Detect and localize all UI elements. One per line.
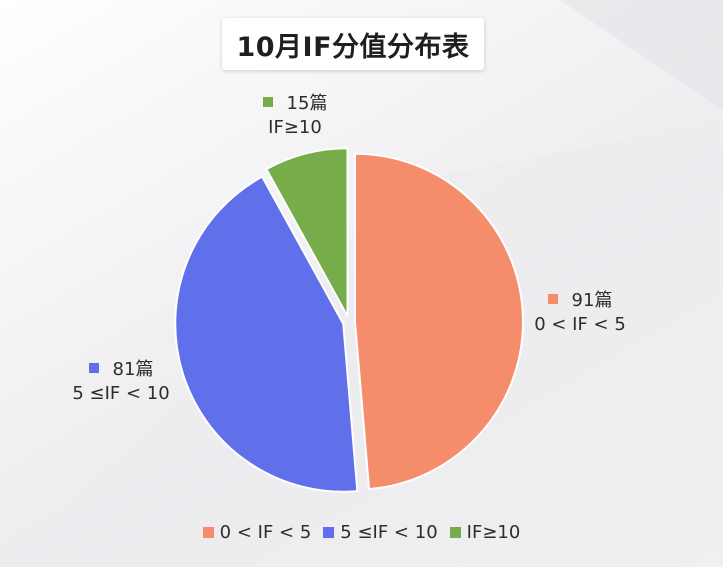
pie-slice: [265, 147, 349, 317]
legend-swatch: [202, 527, 214, 538]
data-label-5-10: 81篇 5 ≤IF < 10: [56, 358, 186, 406]
chart-title: 10月IF分值分布表: [236, 31, 470, 63]
data-label-ifge10: 15篇 IF≥10: [240, 92, 350, 140]
legend-swatch: [449, 527, 461, 538]
label-value: 91篇: [571, 290, 613, 311]
chart-legend: 0 < IF < 5 5 ≤IF < 10 IF≥10: [0, 522, 723, 543]
legend-item: IF≥10: [449, 522, 521, 543]
label-swatch: [88, 363, 99, 373]
label-swatch: [262, 97, 273, 107]
pie-slice: [353, 152, 524, 491]
legend-item: 5 ≤IF < 10: [323, 522, 438, 543]
label-category: IF≥10: [268, 117, 322, 138]
label-category: 5 ≤IF < 10: [72, 383, 170, 404]
legend-label: 5 ≤IF < 10: [340, 522, 438, 543]
data-label-0-5: 91篇 0 < IF < 5: [520, 289, 640, 337]
legend-swatch: [323, 527, 335, 538]
label-category: 0 < IF < 5: [534, 314, 626, 335]
legend-label: IF≥10: [466, 522, 521, 543]
label-swatch: [547, 294, 558, 304]
legend-label: 0 < IF < 5: [219, 522, 312, 543]
title-box: 10月IF分值分布表: [222, 18, 484, 70]
legend-item: 0 < IF < 5: [202, 522, 312, 543]
label-value: 15篇: [286, 93, 328, 114]
pie-slice: [174, 175, 359, 493]
label-value: 81篇: [112, 359, 154, 380]
